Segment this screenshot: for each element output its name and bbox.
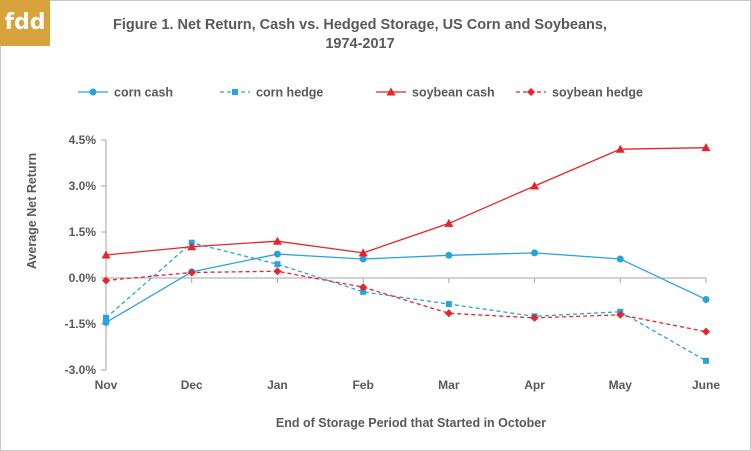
y-tick-label: -1.5% <box>65 317 97 331</box>
data-point-soybean-hedge <box>702 327 710 336</box>
x-tick-label: June <box>692 378 720 392</box>
x-tick-label: Dec <box>181 378 203 392</box>
data-point-soybean-hedge <box>102 276 110 285</box>
data-point-soybean-cash <box>701 143 711 152</box>
data-point-corn-cash <box>702 295 710 303</box>
data-point-soybean-hedge <box>444 309 453 318</box>
y-tick-label: 0.0% <box>69 271 97 285</box>
legend-item-soybean-cash: soybean cash <box>376 86 495 100</box>
fdd-logo: fdd <box>0 0 50 46</box>
legend-item-corn-cash: corn cash <box>78 86 173 100</box>
data-point-soybean-hedge <box>530 313 539 322</box>
data-point-soybean-hedge <box>273 267 282 276</box>
series-soybean-cash <box>101 143 711 259</box>
x-tick-label: Apr <box>524 378 545 392</box>
x-tick-label: Nov <box>95 378 118 392</box>
y-tick-label: -3.0% <box>65 363 97 377</box>
legend: corn cash corn hedge soybean cash soybean h… <box>78 86 643 100</box>
series-line-soybean-cash <box>105 147 707 256</box>
legend-label: corn hedge <box>256 86 323 100</box>
x-axis-title: End of Storage Period that Started in Oc… <box>276 416 546 430</box>
series-line-corn-cash <box>105 252 707 324</box>
series-corn-cash <box>102 249 710 326</box>
series-line-soybean-hedge <box>105 270 707 333</box>
data-point-corn-hedge <box>103 314 109 321</box>
legend-label: soybean hedge <box>552 86 643 100</box>
data-point-soybean-cash <box>358 248 368 257</box>
chart-title: Figure 1. Net Return, Cash vs. Hedged St… <box>60 16 660 54</box>
series-soybean-hedge <box>102 267 710 336</box>
legend-marker <box>527 88 535 96</box>
data-point-soybean-cash <box>101 250 111 259</box>
data-point-corn-cash <box>445 251 453 259</box>
data-point-soybean-hedge <box>359 283 368 292</box>
x-tick-label: Jan <box>267 378 288 392</box>
data-point-corn-hedge <box>274 261 281 268</box>
y-tick-label: 1.5% <box>69 225 97 239</box>
data-point-corn-hedge <box>360 288 367 295</box>
legend-marker <box>89 88 97 96</box>
x-tick-label: Mar <box>438 378 460 392</box>
data-point-soybean-hedge <box>616 310 625 319</box>
legend-marker <box>386 87 396 96</box>
y-axis-title: Average Net Return <box>25 153 39 269</box>
legend-item-corn-hedge: corn hedge <box>220 86 323 100</box>
data-point-soybean-cash <box>187 242 197 251</box>
data-point-soybean-cash <box>530 181 540 190</box>
chart-title-line1: Figure 1. Net Return, Cash vs. Hedged St… <box>113 17 607 33</box>
data-point-corn-cash <box>616 255 624 263</box>
legend-label: corn cash <box>114 86 173 100</box>
x-tick-label: Feb <box>352 378 373 392</box>
data-point-soybean-cash <box>444 218 454 227</box>
legend-item-soybean-hedge: soybean hedge <box>516 86 643 100</box>
axes: -3.0% -1.5% 0.0% 1.5% 3.0% 4.5% Nov Dec Jan Feb Ma… <box>65 133 721 392</box>
y-tick-label: 3.0% <box>69 179 97 193</box>
data-point-soybean-hedge <box>187 268 196 277</box>
legend-label: soybean cash <box>412 86 495 100</box>
y-tick-label: 4.5% <box>69 133 97 147</box>
x-tick-label: May <box>609 378 633 392</box>
chart-title-line2: 1974-2017 <box>325 36 395 52</box>
data-point-corn-cash <box>273 250 281 258</box>
legend-marker <box>232 89 238 95</box>
data-point-corn-cash <box>531 249 539 257</box>
data-point-soybean-cash <box>615 144 625 153</box>
series-line-corn-hedge <box>105 242 707 362</box>
data-point-corn-hedge <box>703 357 709 364</box>
data-point-corn-hedge <box>445 301 452 308</box>
data-point-soybean-cash <box>272 236 282 245</box>
data-point-corn-cash <box>359 255 367 263</box>
plot-area <box>101 143 711 364</box>
